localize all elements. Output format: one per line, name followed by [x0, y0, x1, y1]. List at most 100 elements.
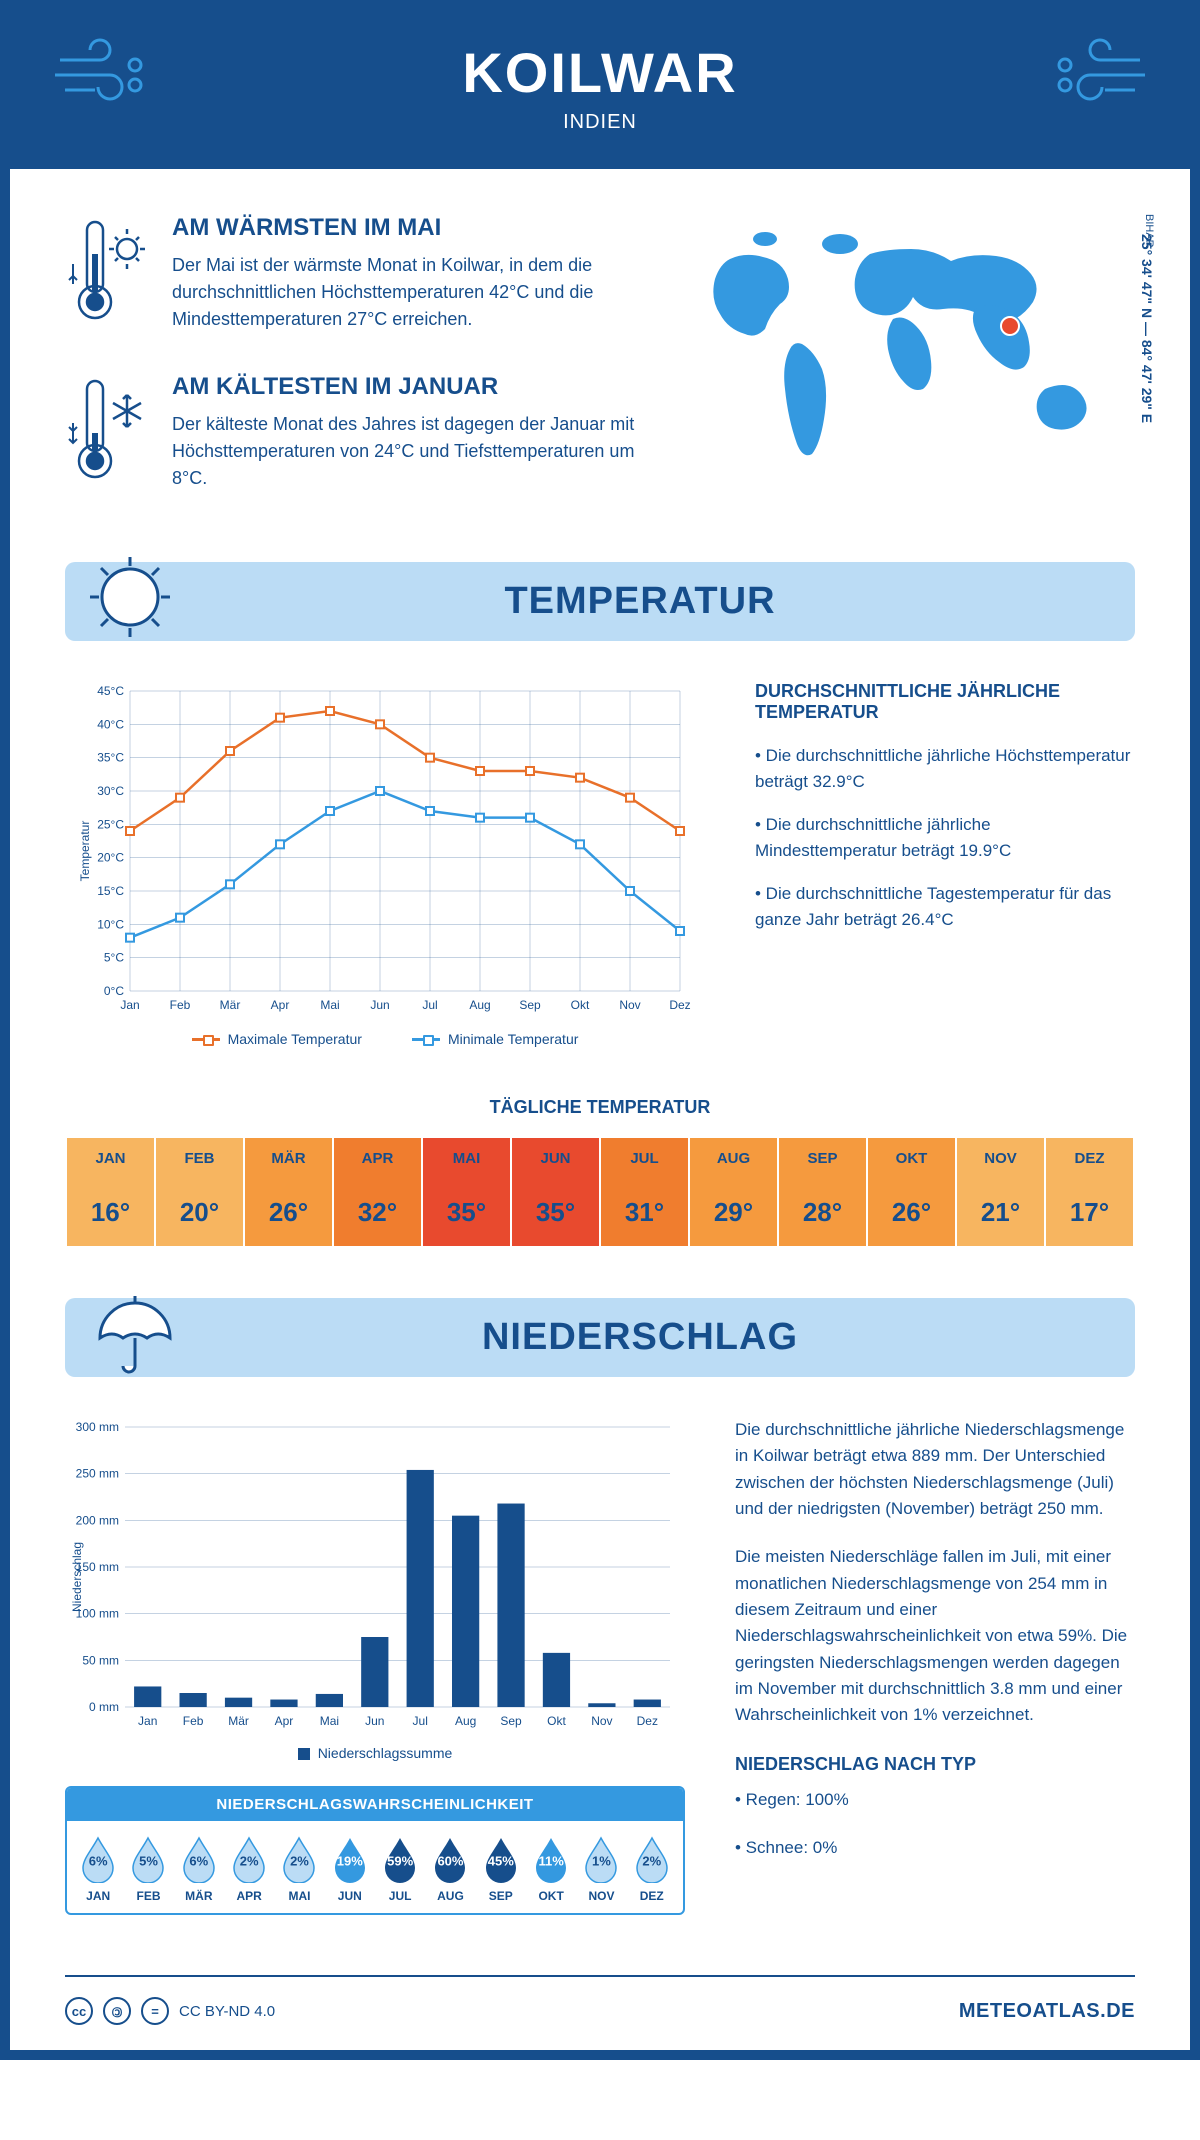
svg-text:Jul: Jul	[422, 998, 437, 1012]
month-header: MAI	[423, 1138, 512, 1179]
daily-temp-title: TÄGLICHE TEMPERATUR	[10, 1097, 1190, 1118]
svg-text:Aug: Aug	[455, 1714, 476, 1728]
month-header: JAN	[67, 1138, 156, 1179]
svg-text:Mai: Mai	[320, 998, 339, 1012]
raindrop-icon: 60%	[431, 1835, 469, 1883]
svg-text:5°C: 5°C	[104, 951, 124, 965]
sun-icon	[85, 552, 175, 642]
probability-cell: 11% OKT	[526, 1835, 576, 1903]
svg-text:Dez: Dez	[637, 1714, 658, 1728]
coldest-fact: AM KÄLTESTEN IM JANUAR Der kälteste Mona…	[65, 373, 655, 492]
precipitation-section-header: NIEDERSCHLAG	[65, 1298, 1135, 1377]
temp-value: 29°	[690, 1179, 779, 1246]
svg-text:300 mm: 300 mm	[76, 1420, 119, 1434]
svg-text:Jun: Jun	[370, 998, 389, 1012]
precip-para-2: Die meisten Niederschläge fallen im Juli…	[735, 1544, 1135, 1728]
month-header: DEZ	[1046, 1138, 1133, 1179]
raindrop-icon: 1%	[582, 1835, 620, 1883]
probability-cell: 19% JUN	[325, 1835, 375, 1903]
temp-summary-title: DURCHSCHNITTLICHE JÄHRLICHE TEMPERATUR	[755, 681, 1135, 723]
svg-text:20°C: 20°C	[97, 851, 124, 865]
temperature-section-header: TEMPERATUR	[65, 562, 1135, 641]
raindrop-icon: 19%	[331, 1835, 369, 1883]
temp-value: 17°	[1046, 1179, 1133, 1246]
probability-cell: 60% AUG	[425, 1835, 475, 1903]
svg-text:10°C: 10°C	[97, 917, 124, 931]
svg-text:Nov: Nov	[591, 1714, 612, 1728]
svg-text:Mär: Mär	[228, 1714, 249, 1728]
raindrop-icon: 5%	[129, 1835, 167, 1883]
probability-box: NIEDERSCHLAGSWAHRSCHEINLICHKEIT 6% JAN 5…	[65, 1786, 685, 1915]
month-header: NOV	[957, 1138, 1046, 1179]
precip-legend: Niederschlagssumme	[65, 1745, 685, 1761]
raindrop-icon: 2%	[280, 1835, 318, 1883]
month-header: JUL	[601, 1138, 690, 1179]
svg-text:0°C: 0°C	[104, 984, 124, 998]
temp-value: 35°	[423, 1179, 512, 1246]
svg-text:0 mm: 0 mm	[89, 1700, 119, 1714]
probability-cell: 6% MÄR	[174, 1835, 224, 1903]
warmest-fact: AM WÄRMSTEN IM MAI Der Mai ist der wärms…	[65, 214, 655, 333]
svg-text:25°C: 25°C	[97, 817, 124, 831]
temp-value: 16°	[67, 1179, 156, 1246]
world-map	[675, 214, 1135, 479]
temp-chart-legend: Maximale Temperatur Minimale Temperatur	[65, 1031, 705, 1047]
infographic-frame: KOILWAR INDIEN	[0, 0, 1200, 2060]
legend-min-label: Minimale Temperatur	[448, 1031, 578, 1047]
country-subtitle: INDIEN	[30, 111, 1170, 134]
warmest-title: AM WÄRMSTEN IM MAI	[172, 214, 655, 242]
probability-cell: 2% APR	[224, 1835, 274, 1903]
coordinates: 25° 34' 47" N — 84° 47' 29" E	[1139, 234, 1155, 423]
by-icon: 🄯	[103, 1997, 131, 2025]
probability-cell: 5% FEB	[123, 1835, 173, 1903]
temperature-title: TEMPERATUR	[175, 580, 1105, 623]
svg-text:Okt: Okt	[571, 998, 590, 1012]
precip-type-title: NIEDERSCHLAG NACH TYP	[735, 1754, 1135, 1775]
precipitation-bar-chart: 0 mm50 mm100 mm150 mm200 mm250 mm300 mmJ…	[65, 1417, 685, 1737]
probability-cell: 45% SEP	[476, 1835, 526, 1903]
header: KOILWAR INDIEN	[10, 10, 1190, 169]
svg-text:Jun: Jun	[365, 1714, 384, 1728]
svg-text:Nov: Nov	[619, 998, 640, 1012]
precipitation-title: NIEDERSCHLAG	[175, 1316, 1105, 1359]
thermometer-hot-icon	[65, 214, 150, 333]
temp-bullet: • Die durchschnittliche jährliche Höchst…	[755, 743, 1135, 794]
svg-text:Temperatur: Temperatur	[78, 821, 92, 882]
month-header: MÄR	[245, 1138, 334, 1179]
intro-section: AM WÄRMSTEN IM MAI Der Mai ist der wärms…	[10, 169, 1190, 562]
probability-cell: 1% NOV	[576, 1835, 626, 1903]
cc-icon: cc	[65, 1997, 93, 2025]
temp-value: 26°	[868, 1179, 957, 1246]
temp-value: 26°	[245, 1179, 334, 1246]
raindrop-icon: 6%	[79, 1835, 117, 1883]
raindrop-icon: 2%	[230, 1835, 268, 1883]
svg-text:Feb: Feb	[170, 998, 191, 1012]
svg-text:Jan: Jan	[120, 998, 139, 1012]
raindrop-icon: 2%	[633, 1835, 671, 1883]
svg-text:45°C: 45°C	[97, 684, 124, 698]
svg-text:Mai: Mai	[320, 1714, 339, 1728]
month-header: JUN	[512, 1138, 601, 1179]
raindrop-icon: 11%	[532, 1835, 570, 1883]
coldest-text: Der kälteste Monat des Jahres ist dagege…	[172, 411, 655, 492]
svg-text:Apr: Apr	[275, 1714, 294, 1728]
temp-value: 35°	[512, 1179, 601, 1246]
month-header: SEP	[779, 1138, 868, 1179]
daily-temp-table: JANFEBMÄRAPRMAIJUNJULAUGSEPOKTNOVDEZ 16°…	[65, 1136, 1135, 1248]
location-marker	[1001, 317, 1019, 335]
temp-value: 31°	[601, 1179, 690, 1246]
raindrop-icon: 45%	[482, 1835, 520, 1883]
temp-bullet: • Die durchschnittliche jährliche Mindes…	[755, 812, 1135, 863]
svg-text:50 mm: 50 mm	[82, 1653, 119, 1667]
svg-text:Mär: Mär	[220, 998, 241, 1012]
svg-text:40°C: 40°C	[97, 717, 124, 731]
probability-cell: 59% JUL	[375, 1835, 425, 1903]
nd-icon: =	[141, 1997, 169, 2025]
svg-text:35°C: 35°C	[97, 751, 124, 765]
month-header: FEB	[156, 1138, 245, 1179]
svg-text:Niederschlag: Niederschlag	[70, 1542, 84, 1612]
probability-cell: 2% MAI	[274, 1835, 324, 1903]
raindrop-icon: 59%	[381, 1835, 419, 1883]
svg-text:30°C: 30°C	[97, 784, 124, 798]
svg-text:Apr: Apr	[271, 998, 290, 1012]
